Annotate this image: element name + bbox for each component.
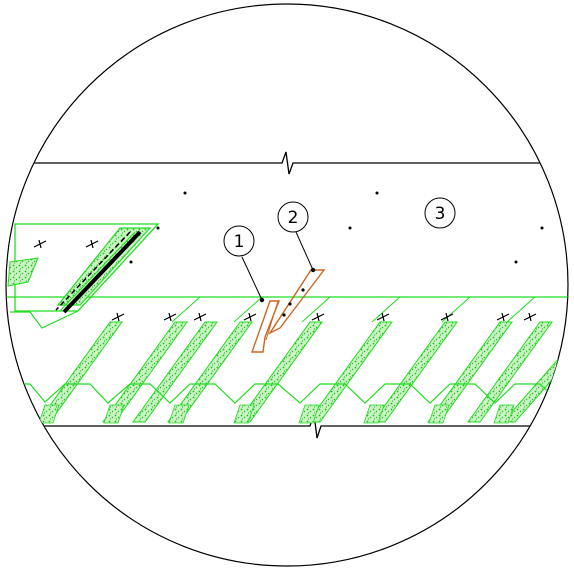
callout-3: 3 xyxy=(425,198,455,228)
callout-1: 1 xyxy=(224,226,254,256)
callout-1-label: 1 xyxy=(234,232,245,252)
concrete-dots xyxy=(130,192,544,264)
insulation-layer xyxy=(0,297,574,423)
bottom-break-line xyxy=(0,414,574,438)
top-break-line xyxy=(0,152,574,174)
callout-3-label: 3 xyxy=(435,204,446,224)
callout-2-label: 2 xyxy=(288,208,299,228)
callout-2: 2 xyxy=(278,202,308,232)
